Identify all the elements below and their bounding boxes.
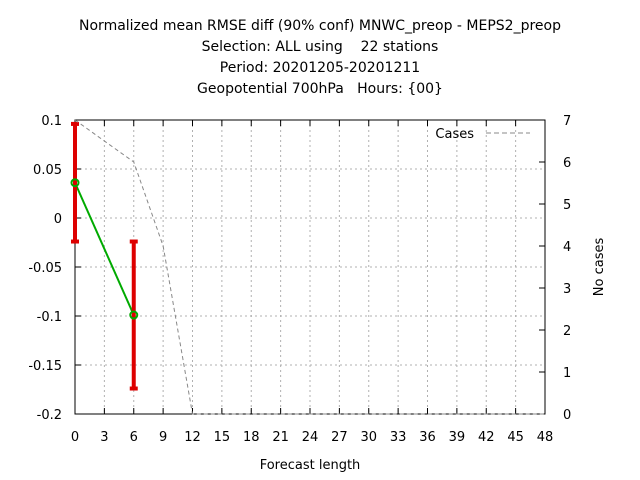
x-tick-label: 9 bbox=[159, 430, 167, 445]
y-axis-right-label: No cases bbox=[592, 238, 607, 297]
title-line-1: Normalized mean RMSE diff (90% conf) MNW… bbox=[79, 18, 561, 34]
y-left-tick-label: 0.1 bbox=[41, 114, 62, 129]
data-point bbox=[129, 310, 139, 320]
x-tick-label: 27 bbox=[331, 430, 348, 445]
chart-title: Normalized mean RMSE diff (90% conf) MNW… bbox=[0, 16, 640, 100]
legend-label-cases: Cases bbox=[435, 127, 474, 142]
x-tick-label: 33 bbox=[390, 430, 407, 445]
x-tick-label: 24 bbox=[302, 430, 319, 445]
x-tick-label: 48 bbox=[537, 430, 554, 445]
x-tick-label: 30 bbox=[360, 430, 377, 445]
x-tick-label: 42 bbox=[478, 430, 495, 445]
x-tick-label: 3 bbox=[100, 430, 108, 445]
y-left-tick-label: -0.2 bbox=[37, 408, 62, 423]
x-axis-label: Forecast length bbox=[260, 458, 361, 473]
y-right-tick-label: 4 bbox=[563, 240, 571, 255]
y-right-tick-label: 3 bbox=[563, 282, 571, 297]
data-point bbox=[70, 178, 80, 188]
x-tick-label: 18 bbox=[243, 430, 260, 445]
axes: 0 3 6 9 12 15 18 21 24 27 30 33 36 39 42 45 480.10.050-0… bbox=[28, 114, 571, 445]
y-right-tick-label: 0 bbox=[563, 408, 571, 423]
y-left-tick-label: -0.15 bbox=[28, 359, 62, 374]
y-right-tick-label: 5 bbox=[563, 198, 571, 213]
y-right-tick-label: 2 bbox=[563, 324, 571, 339]
x-tick-label: 15 bbox=[214, 430, 231, 445]
y-left-tick-label: 0 bbox=[54, 212, 62, 227]
y-left-tick-label: -0.05 bbox=[28, 261, 62, 276]
title-line-2: Selection: ALL using 22 stations bbox=[201, 39, 439, 55]
x-tick-label: 36 bbox=[419, 430, 436, 445]
x-tick-label: 12 bbox=[184, 430, 201, 445]
y-right-tick-label: 1 bbox=[563, 366, 571, 381]
title-line-4: Geopotential 700hPa Hours: {00} bbox=[197, 81, 443, 97]
y-right-tick-label: 7 bbox=[563, 114, 571, 129]
cases-series-line bbox=[74, 119, 545, 415]
rmse-diff-line bbox=[74, 182, 135, 316]
legend: Cases bbox=[435, 127, 530, 142]
x-tick-label: 45 bbox=[507, 430, 524, 445]
x-tick-label: 39 bbox=[449, 430, 466, 445]
y-left-tick-label: -0.1 bbox=[37, 310, 62, 325]
y-left-tick-label: 0.05 bbox=[33, 163, 62, 178]
x-tick-label: 6 bbox=[130, 430, 138, 445]
x-tick-label: 0 bbox=[71, 430, 79, 445]
grid bbox=[75, 120, 545, 414]
series bbox=[70, 119, 545, 415]
x-tick-label: 21 bbox=[272, 430, 289, 445]
title-line-3: Period: 20201205-20201211 bbox=[219, 60, 421, 76]
y-right-tick-label: 6 bbox=[563, 156, 571, 171]
